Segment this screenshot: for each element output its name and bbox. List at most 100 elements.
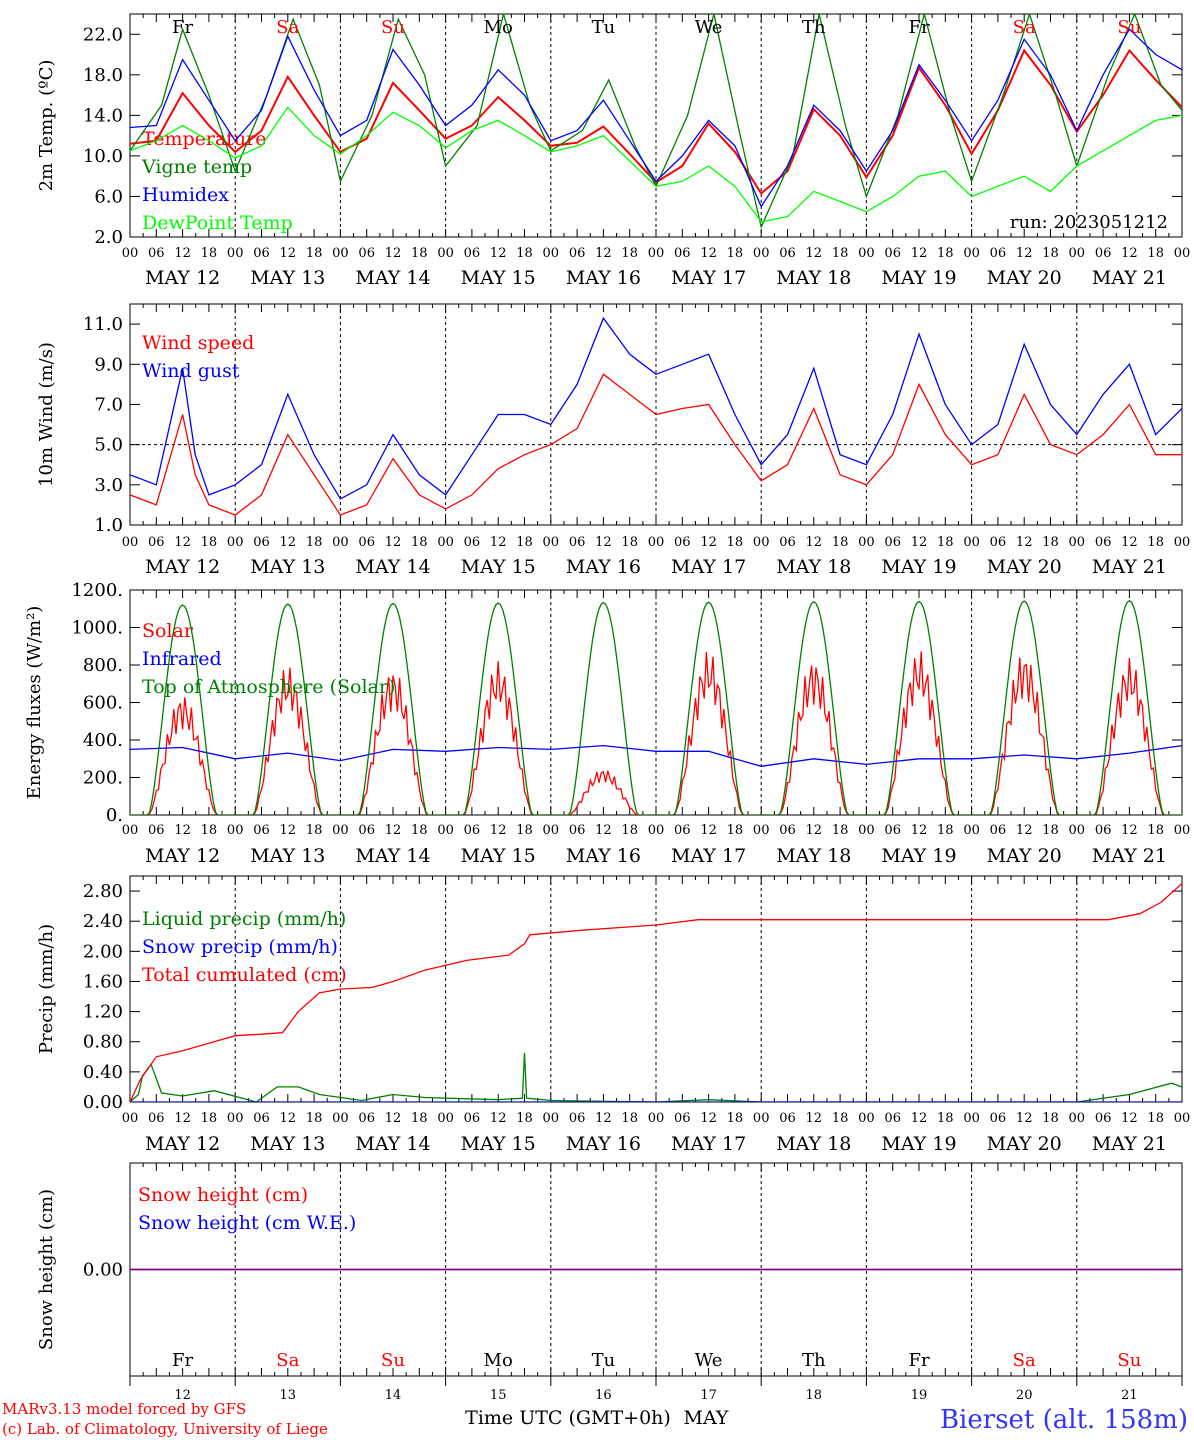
hour-label: 00 — [1069, 1111, 1086, 1126]
hour-label: 18 — [937, 535, 954, 550]
hour-label: 00 — [332, 535, 349, 550]
hour-label: 18 — [727, 535, 744, 550]
credit-line-1: MARv3.13 model forced by GFS — [2, 1400, 246, 1418]
hour-label: 00 — [543, 535, 560, 550]
hour-label: 06 — [569, 246, 586, 261]
date-label: MAY 18 — [776, 1133, 851, 1155]
hour-label: 18 — [832, 1111, 849, 1126]
y-tick-label: 2.0 — [94, 227, 123, 248]
hour-label: 18 — [201, 535, 218, 550]
hour-label: 06 — [358, 1111, 375, 1126]
hour-label: 12 — [700, 246, 717, 261]
date-label: MAY 20 — [987, 556, 1062, 578]
hour-label: 00 — [1174, 1111, 1191, 1126]
weekday-label: Fr — [908, 17, 929, 38]
panel-3: 0. 200. 400. 600. 800. 1000. 1200. Energy fluxe… — [24, 580, 1190, 867]
hour-label: 00 — [648, 535, 665, 550]
series-line-humidex — [130, 28, 1182, 208]
hour-label: 18 — [1042, 823, 1059, 838]
y-tick-label: 1.20 — [83, 1002, 123, 1023]
series-line-wind-speed — [130, 373, 1182, 516]
hour-label: 00 — [963, 535, 980, 550]
hour-label: 18 — [411, 535, 428, 550]
hour-label: 12 — [174, 823, 191, 838]
hour-label: 06 — [884, 823, 901, 838]
date-label: MAY 13 — [250, 845, 325, 867]
legend-entry: Humidex — [142, 184, 229, 206]
hour-label: 06 — [1095, 1111, 1112, 1126]
hour-label: 12 — [806, 823, 823, 838]
hour-label: 18 — [937, 1111, 954, 1126]
hour-label: 12 — [806, 246, 823, 261]
day-number: 14 — [385, 1388, 402, 1403]
hour-label: 06 — [569, 535, 586, 550]
hour-label: 12 — [595, 823, 612, 838]
weekday-label: Sa — [276, 1350, 299, 1371]
hour-label: 00 — [963, 1111, 980, 1126]
hour-label: 12 — [595, 535, 612, 550]
hour-label: 12 — [806, 535, 823, 550]
weekday-label: Sa — [1013, 17, 1036, 38]
hour-label: 00 — [122, 246, 139, 261]
y-tick-label: 2.80 — [83, 881, 123, 902]
legend-entry: Total cumulated (cm) — [142, 964, 347, 986]
y-tick-label: 18.0 — [83, 65, 123, 86]
y-tick-label: 1.60 — [83, 971, 123, 992]
hour-label: 00 — [648, 246, 665, 261]
hour-label: 06 — [358, 823, 375, 838]
date-label: MAY 15 — [461, 556, 536, 578]
hour-label: 18 — [727, 1111, 744, 1126]
legend-entry: DewPoint Temp — [142, 212, 293, 234]
hour-label: 06 — [779, 823, 796, 838]
hour-label: 18 — [1147, 823, 1164, 838]
weekday-label: Su — [381, 1350, 405, 1371]
date-label: MAY 18 — [776, 556, 851, 578]
hour-label: 12 — [385, 246, 402, 261]
date-label: MAY 21 — [1092, 1133, 1167, 1155]
hour-label: 12 — [490, 535, 507, 550]
legend-entry: Snow height (cm) — [138, 1184, 308, 1206]
weekday-label: Th — [802, 17, 826, 38]
hour-label: 18 — [201, 246, 218, 261]
hour-label: 00 — [122, 823, 139, 838]
legend-entry: Snow height (cm W.E.) — [138, 1212, 356, 1234]
y-tick-label: 1000. — [71, 618, 123, 639]
weekday-label: Su — [1117, 1350, 1141, 1371]
hour-label: 06 — [253, 823, 270, 838]
hour-label: 06 — [358, 535, 375, 550]
legend-entry: Wind speed — [142, 332, 254, 354]
day-number: 18 — [806, 1388, 823, 1403]
date-label: MAY 16 — [566, 267, 641, 289]
hour-label: 18 — [516, 535, 533, 550]
legend-entry: Liquid precip (mm/h) — [142, 908, 346, 930]
y-tick-label: 11.0 — [83, 314, 123, 335]
hour-label: 18 — [411, 246, 428, 261]
hour-label: 06 — [884, 1111, 901, 1126]
y-tick-label: 2.00 — [83, 941, 123, 962]
weekday-label: Sa — [1013, 1350, 1036, 1371]
y-tick-label: 22.0 — [83, 24, 123, 45]
weekday-label: Fr — [172, 17, 193, 38]
series-line-infrared — [130, 744, 1182, 767]
day-number: 21 — [1121, 1388, 1138, 1403]
hour-label: 18 — [516, 246, 533, 261]
legend-entry: Vigne temp — [141, 156, 252, 178]
plot-frame — [129, 589, 1183, 816]
hour-label: 06 — [990, 246, 1007, 261]
hour-label: 00 — [1174, 535, 1191, 550]
hour-label: 00 — [543, 823, 560, 838]
hour-label: 06 — [253, 1111, 270, 1126]
hour-label: 12 — [911, 246, 928, 261]
hour-label: 00 — [963, 823, 980, 838]
hour-label: 06 — [990, 823, 1007, 838]
y-tick-label: 3.0 — [94, 475, 123, 496]
hour-label: 18 — [1042, 535, 1059, 550]
hour-label: 06 — [148, 246, 165, 261]
hour-label: 06 — [990, 1111, 1007, 1126]
day-number: 15 — [490, 1388, 507, 1403]
run-label: run: 2023051212 — [1010, 212, 1168, 233]
series-line-wind-gust — [130, 316, 1182, 500]
date-label: MAY 16 — [566, 556, 641, 578]
hour-label: 12 — [280, 246, 297, 261]
legend-entry: Wind gust — [142, 360, 240, 382]
